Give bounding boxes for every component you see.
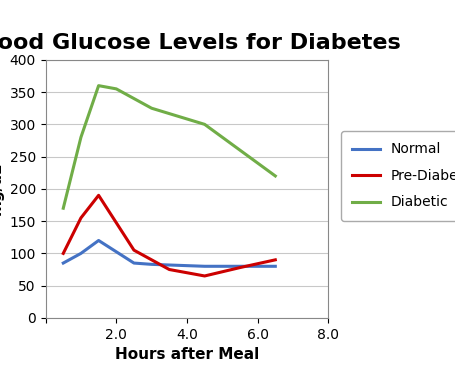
Normal [148,262,154,267]
Normal [202,264,207,269]
Pre-Diabetic [272,258,278,262]
Pre-Diabetic [131,248,136,252]
X-axis label: Hours after Meal: Hours after Meal [115,347,258,362]
Diabetic [272,174,278,178]
Normal [272,264,278,269]
Legend: Normal, Pre-Diabetic, Diabetic: Normal, Pre-Diabetic, Diabetic [340,131,455,221]
Diabetic [61,206,66,211]
Diabetic [113,87,119,91]
Normal [96,238,101,243]
Line: Pre-Diabetic: Pre-Diabetic [63,195,275,276]
Diabetic [202,122,207,127]
Diabetic [148,106,154,110]
Normal [61,261,66,265]
Normal [78,251,84,256]
Line: Normal: Normal [63,240,275,266]
Pre-Diabetic [61,251,66,256]
Line: Diabetic: Diabetic [63,86,275,208]
Pre-Diabetic [202,274,207,278]
Diabetic [96,83,101,88]
Pre-Diabetic [78,216,84,220]
Pre-Diabetic [166,267,172,272]
Pre-Diabetic [96,193,101,197]
Title: Blood Glucose Levels for Diabetes: Blood Glucose Levels for Diabetes [0,33,400,53]
Y-axis label: mg/dL: mg/dL [0,163,4,215]
Normal [131,261,136,265]
Pre-Diabetic [237,265,242,270]
Diabetic [78,135,84,140]
